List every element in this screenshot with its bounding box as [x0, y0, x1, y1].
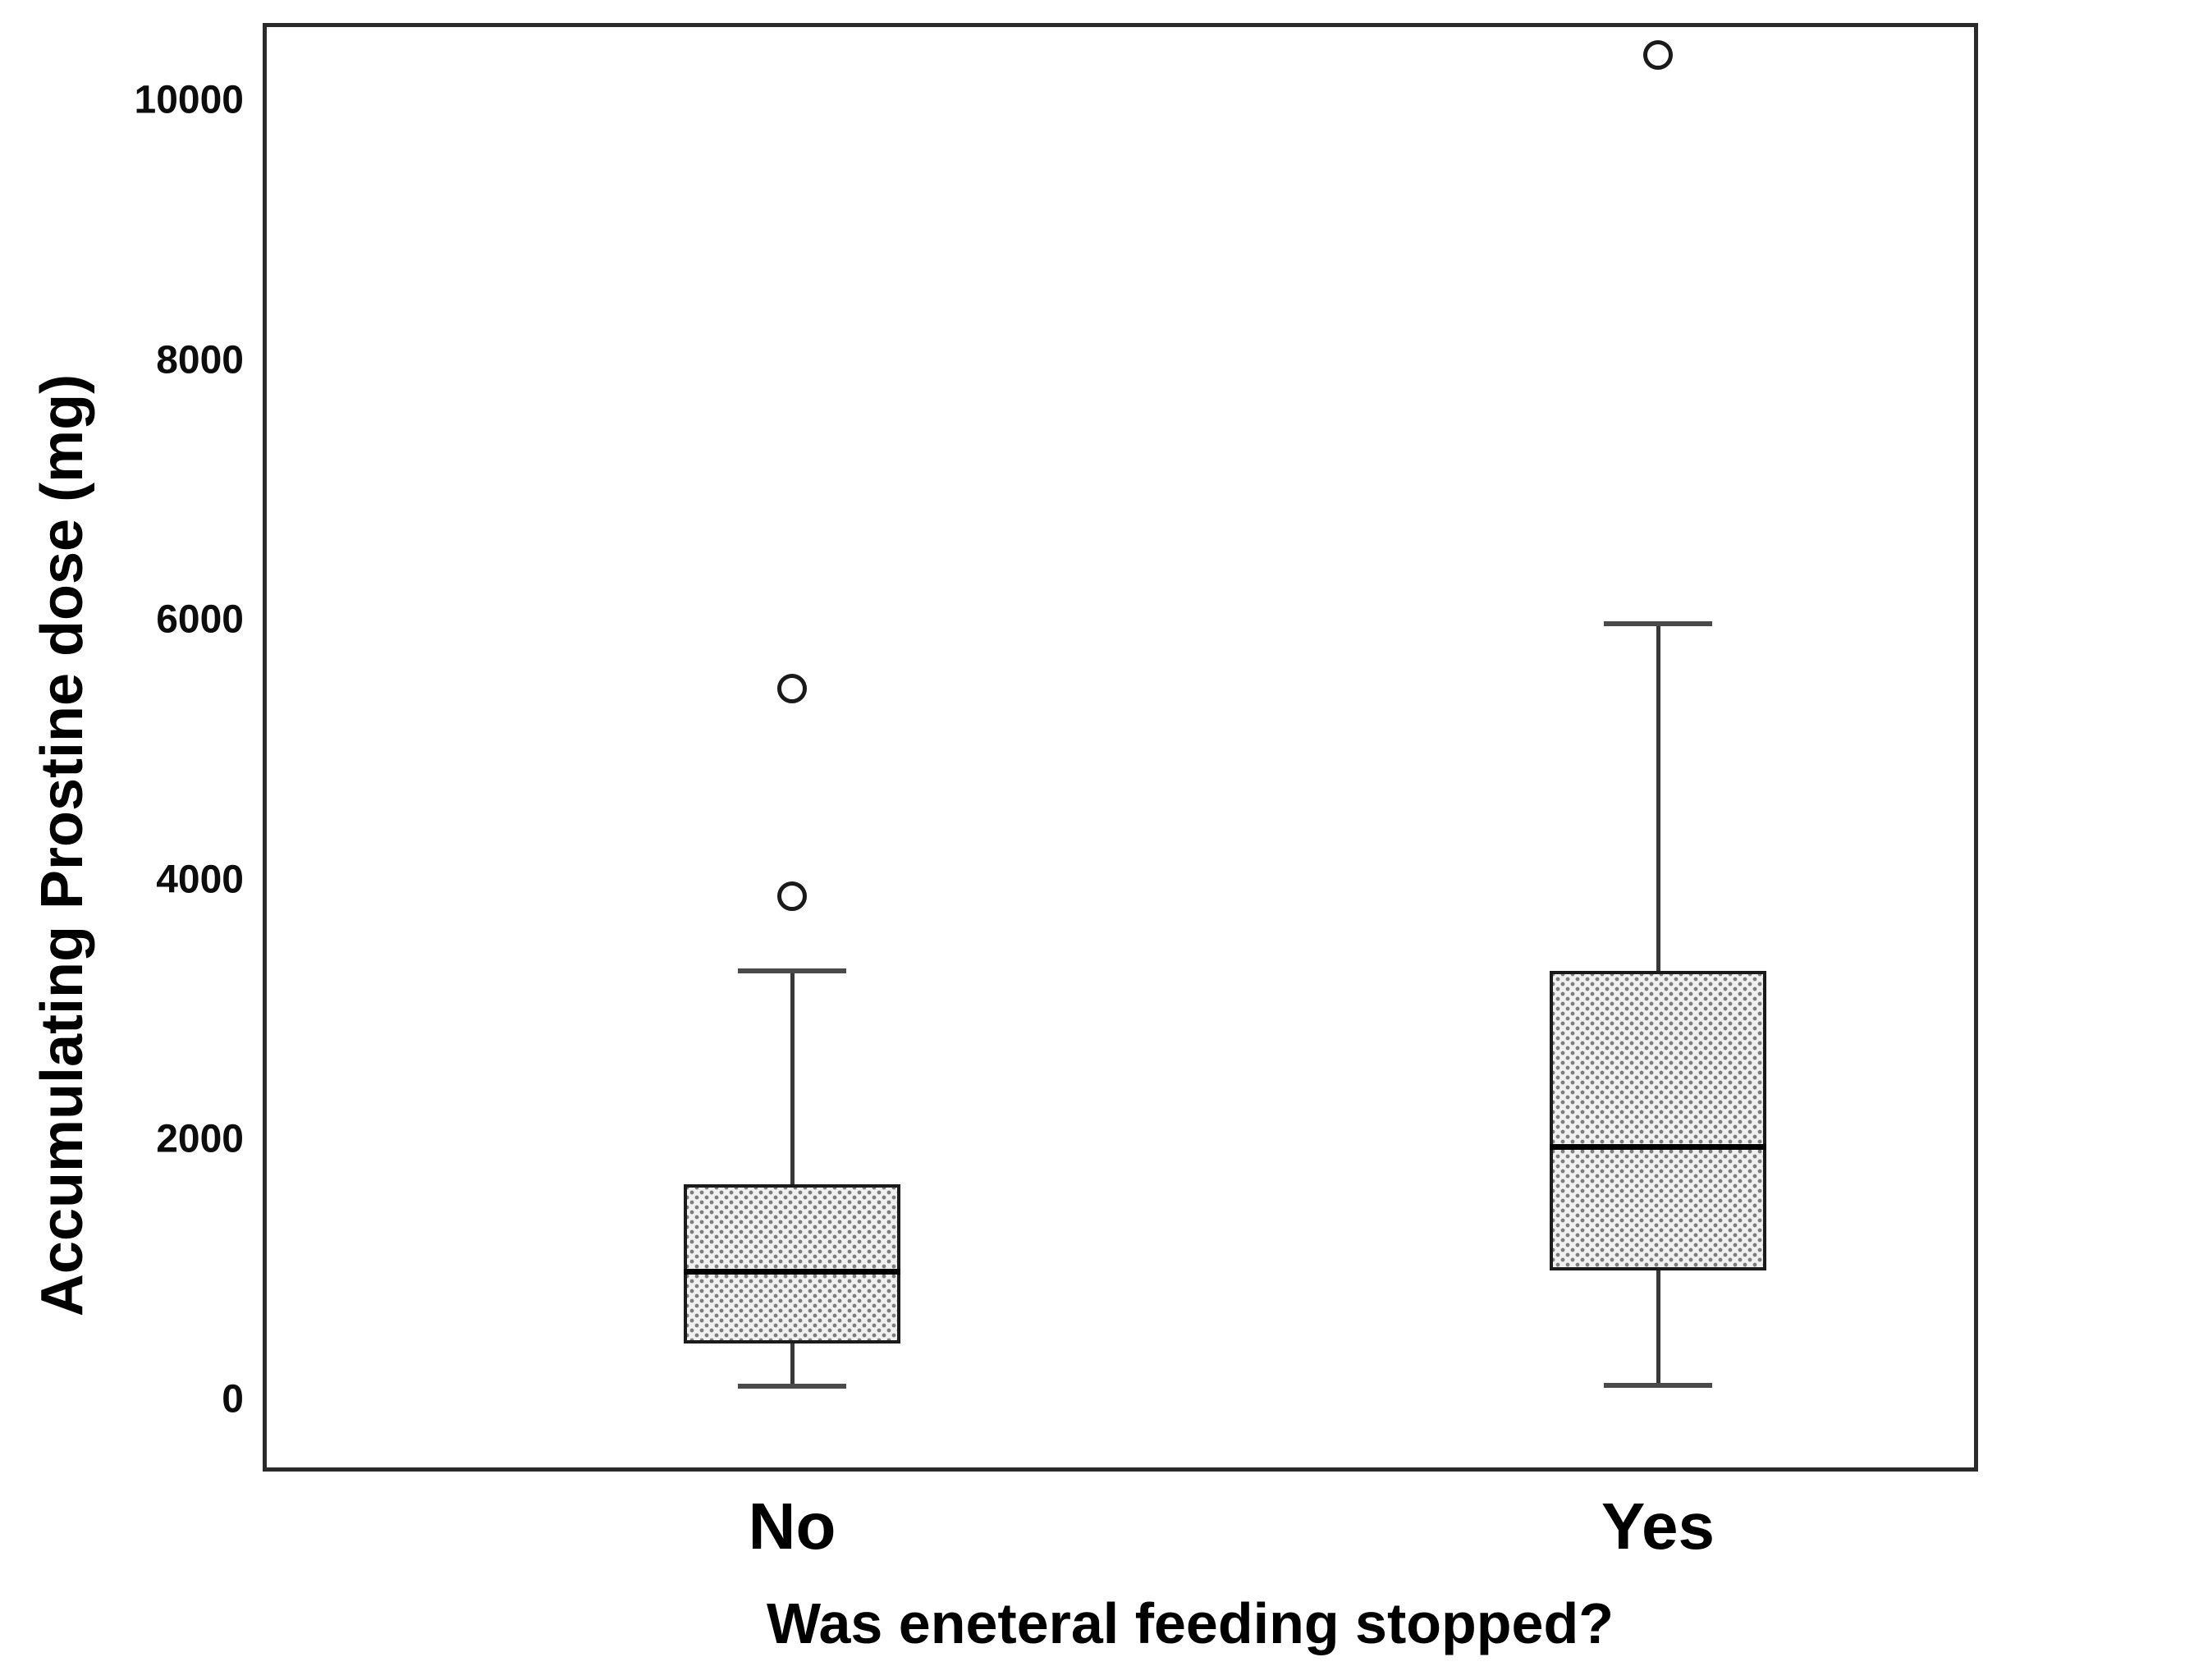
y-axis-title: Accumulating Prostine dose (mg)	[30, 373, 95, 1317]
y-tick-label: 10000	[134, 78, 244, 122]
y-tick-label: 6000	[156, 597, 244, 642]
box-yes	[1550, 970, 1766, 1271]
x-category-label-no: No	[748, 1490, 836, 1563]
y-tick-label: 4000	[156, 858, 244, 902]
outlier-point-yes-1	[1643, 39, 1673, 70]
median-line-no	[684, 1269, 900, 1275]
y-tick-label: 0	[222, 1377, 244, 1421]
x-axis-title: Was eneteral feeding stopped?	[766, 1591, 1614, 1655]
x-category-label-yes: Yes	[1601, 1490, 1715, 1563]
whisker-cap-lower-no	[738, 1384, 846, 1389]
outlier-point-no-1	[777, 881, 807, 912]
whisker-cap-upper-no	[738, 968, 846, 973]
box-no	[684, 1184, 900, 1344]
whisker-cap-lower-yes	[1604, 1382, 1712, 1388]
whisker-cap-upper-yes	[1604, 620, 1712, 626]
outlier-point-no-2	[777, 674, 807, 704]
y-tick-label: 2000	[156, 1117, 244, 1161]
median-line-yes	[1550, 1144, 1766, 1151]
whisker-line-no	[790, 970, 795, 1387]
y-tick-label: 8000	[156, 338, 244, 382]
